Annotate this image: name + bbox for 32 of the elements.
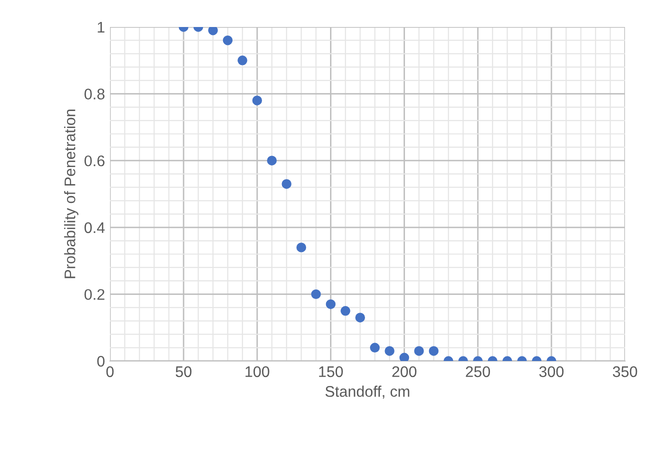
- point: [399, 352, 410, 361]
- point: [238, 56, 248, 66]
- x-tick-label: 250: [466, 366, 490, 378]
- point: [428, 346, 439, 356]
- y-tick-label: 0.6: [84, 155, 104, 166]
- y-tick-label: 0.4: [84, 222, 105, 234]
- x-tick-label: 100: [246, 366, 270, 378]
- point: [414, 346, 424, 356]
- x-tick-label: 350: [612, 366, 638, 378]
- x-tick-label: 300: [539, 366, 564, 378]
- point: [252, 96, 262, 106]
- x-tick-label: 150: [319, 366, 343, 378]
- x-axis-title: Standoff, cm: [325, 386, 410, 399]
- x-tick-label: 200: [392, 366, 416, 378]
- point: [340, 306, 350, 316]
- x-tick-label: 50: [176, 366, 192, 378]
- point: [370, 342, 380, 352]
- point: [296, 242, 306, 252]
- point: [384, 346, 394, 356]
- point: [282, 179, 292, 189]
- point: [222, 36, 233, 46]
- point: [208, 27, 218, 36]
- y-tick-label: 0.8: [84, 88, 104, 100]
- point: [355, 312, 366, 322]
- point: [311, 289, 321, 300]
- y-tick-label: 1: [98, 22, 104, 33]
- x-tick-label: 0: [106, 366, 114, 378]
- y-axis-title: Probability of Penetration: [64, 110, 78, 278]
- point: [266, 156, 277, 166]
- point: [326, 299, 336, 310]
- y-tick-label: 0.2: [84, 289, 104, 300]
- y-tick-label: 0: [97, 356, 105, 367]
